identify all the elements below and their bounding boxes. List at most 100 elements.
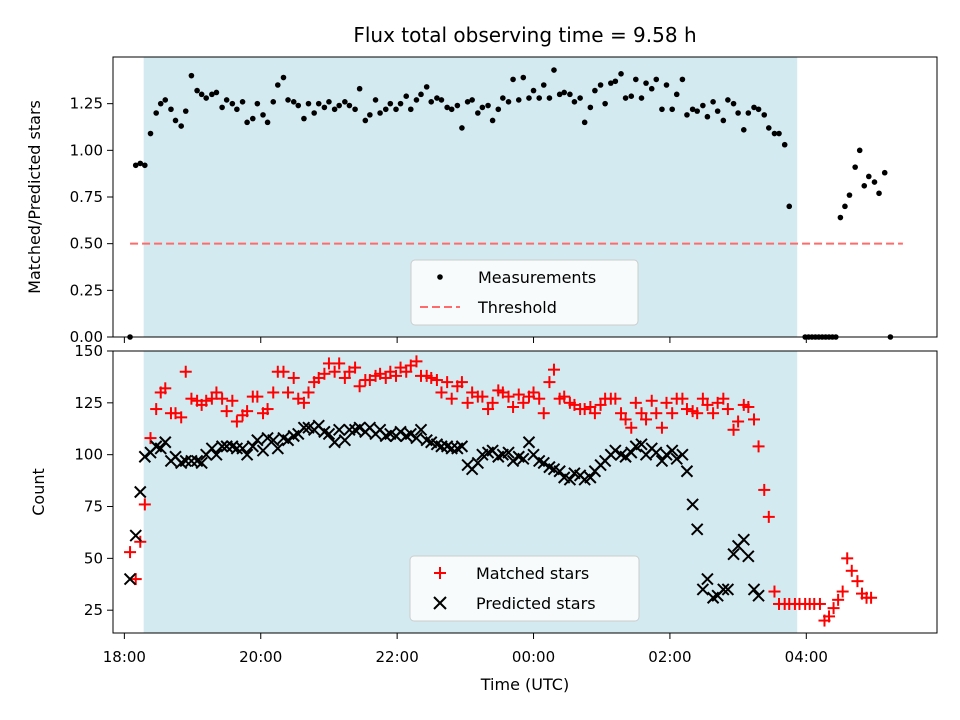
measurement-point	[479, 104, 486, 111]
matched-star-point	[732, 415, 745, 428]
predicted-star-point	[138, 450, 152, 463]
measurement-point	[142, 162, 148, 169]
x-tick-label: 00:00	[512, 648, 555, 666]
predicted-star-point	[752, 589, 765, 602]
predicted-star-point	[236, 442, 249, 455]
matched-star-point	[721, 403, 734, 416]
matched-star-point	[277, 365, 290, 378]
measurement-point	[546, 95, 553, 101]
predicted-star-point	[537, 456, 550, 470]
predicted-star-point	[134, 485, 147, 499]
matched-star-point	[379, 371, 392, 384]
measurement-point	[475, 110, 481, 116]
predicted-star-point	[271, 442, 285, 455]
matched-star-point	[615, 407, 628, 420]
predicted-star-point	[246, 440, 260, 453]
top-y-axis-label: Matched/Predicted stars	[25, 100, 44, 294]
measurement-point	[372, 97, 379, 103]
measurement-point	[500, 95, 506, 101]
matched-star-point	[241, 405, 254, 418]
matched-star-point	[430, 374, 443, 387]
matched-star-point	[338, 371, 351, 384]
predicted-star-point	[328, 436, 341, 449]
matched-star-point	[200, 394, 213, 407]
top-legend-box	[410, 259, 639, 326]
measurement-point	[730, 100, 737, 107]
measurement-point	[633, 76, 639, 83]
measurement-point	[147, 130, 154, 137]
predicted-star-point	[563, 473, 577, 486]
y-tick-label: 0.00	[70, 328, 103, 346]
matched-star-point	[584, 400, 597, 413]
top-chart: 0.00 0.25 0.50 0.75 1.00 1.25 Flux total obse…	[25, 23, 938, 346]
measurement-point	[229, 100, 236, 107]
top-y-ticks: 0.00 0.25 0.50 0.75 1.00 1.25	[70, 95, 113, 346]
measurement-point	[725, 97, 731, 103]
measurement-point	[285, 97, 291, 103]
measurement-point	[714, 108, 721, 114]
measurement-point	[223, 97, 230, 103]
measurement-point	[311, 110, 317, 116]
measurement-point	[234, 106, 240, 113]
measurement-point	[219, 104, 225, 111]
matched-star-point	[696, 392, 709, 405]
matched-star-point	[758, 483, 771, 496]
x-tick-label: 22:00	[376, 648, 419, 666]
matched-star-point	[578, 403, 591, 416]
measurement-point	[321, 104, 328, 111]
y-tick-label: 0.50	[70, 235, 103, 253]
matched-star-point	[823, 610, 836, 623]
measurement-point	[407, 106, 414, 113]
predicted-star-point	[584, 471, 597, 484]
predicted-star-point	[721, 583, 735, 596]
matched-star-point	[717, 392, 730, 405]
measurement-point	[587, 104, 594, 111]
measurement-point	[536, 95, 543, 101]
measurement-point	[168, 106, 174, 113]
measurement-point	[157, 100, 164, 107]
measurement-point	[275, 82, 281, 88]
y-tick-label: 1.25	[70, 95, 103, 113]
matched-star-point	[318, 367, 331, 380]
measurement-point	[786, 203, 793, 210]
matched-star-point	[813, 597, 826, 610]
matched-star-point	[558, 390, 571, 403]
measurement-point	[346, 102, 353, 109]
predicted-star-point	[665, 444, 679, 457]
bottom-x-ticks: 18:00 20:00 22:00 00:00 02:00 04:00	[103, 633, 828, 666]
measurement-point	[581, 119, 588, 126]
predicted-star-point	[517, 452, 530, 466]
measurement-point	[526, 95, 532, 101]
measurement-point	[740, 127, 747, 133]
predicted-star-point	[394, 425, 407, 439]
legend-label-predicted: Predicted stars	[476, 594, 596, 613]
predicted-star-point	[737, 533, 750, 546]
measurement-point	[331, 106, 338, 113]
bottom-y-axis-label: Count	[29, 468, 48, 516]
predicted-star-point	[717, 583, 730, 596]
matched-star-point	[645, 394, 658, 407]
predicted-star-point	[680, 465, 694, 478]
measurement-point	[515, 97, 522, 103]
measurement-point	[489, 117, 496, 124]
predicted-star-point	[522, 436, 536, 449]
matched-star-point	[441, 376, 454, 389]
predicted-star-point	[701, 572, 714, 586]
matched-star-point	[482, 403, 495, 416]
matched-star-point	[230, 415, 243, 428]
predicted-star-point	[727, 547, 740, 561]
matched-star-point	[701, 398, 714, 411]
matched-star-point	[297, 396, 310, 409]
y-tick-label: 0.25	[70, 281, 103, 299]
measurement-point	[861, 183, 868, 189]
matched-star-point	[400, 365, 413, 378]
measurement-point	[561, 89, 568, 96]
y-tick-label: 75	[84, 498, 103, 516]
predicted-star-point	[625, 446, 638, 459]
measurement-point	[260, 112, 266, 118]
measurement-point	[876, 190, 882, 197]
top-x-ticks	[123, 337, 807, 343]
matched-star-point	[517, 396, 530, 409]
predicted-star-point	[686, 498, 699, 511]
x-axis-label: Time (UTC)	[480, 675, 569, 694]
